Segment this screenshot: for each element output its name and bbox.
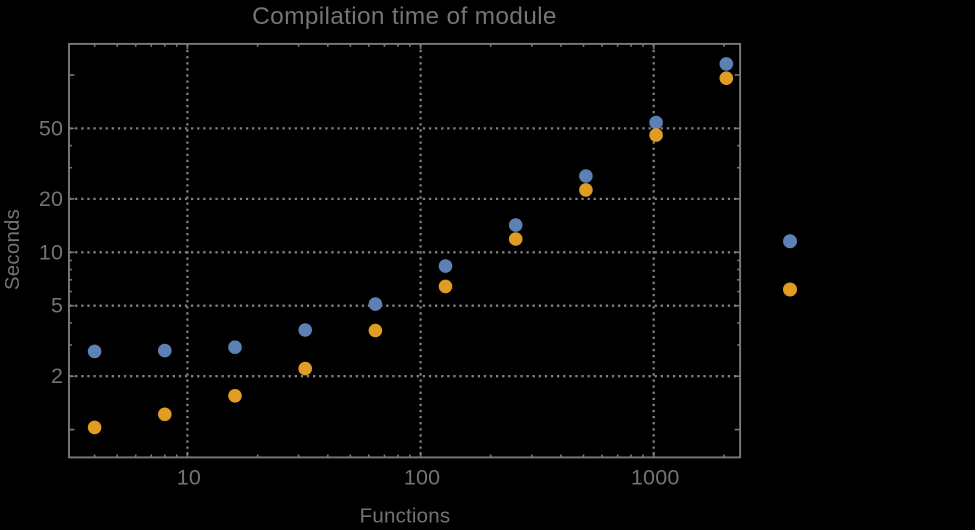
svg-text:5: 5 (51, 294, 63, 318)
svg-text:100: 100 (404, 466, 440, 490)
svg-text:2: 2 (51, 364, 63, 388)
svg-text:50: 50 (39, 116, 63, 140)
svg-text:20: 20 (39, 187, 63, 211)
svg-text:Functions: Functions (360, 504, 451, 525)
svg-text:10: 10 (39, 240, 63, 264)
svg-text:Seconds: Seconds (1, 209, 24, 290)
svg-text:1000: 1000 (631, 466, 680, 490)
svg-text:Compilation time of module: Compilation time of module (252, 3, 557, 30)
svg-text:10: 10 (177, 466, 201, 490)
